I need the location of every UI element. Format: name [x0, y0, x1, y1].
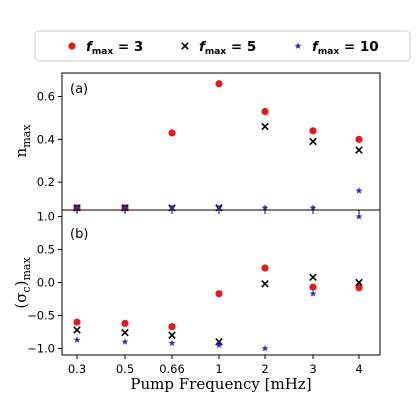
panel-b-series-3-point-7	[355, 212, 363, 220]
panel-a-series-2-point-6	[309, 137, 317, 146]
legend-label-1-value: = 3	[113, 39, 143, 55]
panel-a-label: (a)	[70, 82, 88, 97]
panel-b-series-1-point-6	[309, 283, 317, 291]
panel-b-series-1-point-3	[168, 323, 176, 331]
legend-label-1-main: f	[86, 39, 94, 55]
panel-a-series-3-point-1	[73, 204, 81, 211]
legend-label-1-sub: max	[92, 47, 113, 57]
legend-label-1: fmax = 3	[86, 39, 143, 57]
panel-a-frame	[61, 72, 381, 211]
panel-b-series-1-point-4	[215, 290, 223, 298]
panel-b-series-3-point-5	[261, 344, 269, 352]
legend-label-2-sub: max	[205, 47, 226, 57]
panel-a-series-1-point-5	[261, 107, 269, 116]
panel-a-series-3-point-6	[309, 204, 317, 211]
x-tick-label-7: 4	[355, 362, 362, 376]
legend: fmax = 3 fmax = 5 fmax = 10	[34, 30, 411, 62]
legend-label-3-main: f	[312, 39, 320, 55]
legend-frame	[34, 30, 411, 62]
legend-marker-3	[294, 42, 302, 49]
panel-a-series-3-point-3	[168, 204, 176, 211]
panel-b-series-2-point-7-stroke-2	[355, 278, 363, 287]
panel-b-series-1-point-2	[121, 319, 129, 327]
panel-b-ylabel-end: )	[12, 281, 30, 287]
panel-b-series-1-point-7	[355, 284, 363, 292]
panel-a-ytick-label-2: 0.4	[37, 132, 55, 146]
panel-b-ylabel-main: (σ	[12, 293, 30, 309]
panel-a-series-3-point-4	[215, 204, 223, 211]
panel-b-series-2-point-7	[355, 278, 363, 287]
panel-a-ytick-label-1: 0.2	[37, 175, 55, 189]
panel-a-series-2-point-5-stroke-2	[261, 122, 269, 131]
panel-b-series-2-point-3-stroke-2	[168, 331, 176, 339]
panel-b: (b) −1.0 −0.5 0.0 0.5 1.0 (σc)max	[12, 209, 381, 359]
x-axis-title: Pump Frequency [mHz]	[130, 375, 311, 393]
panel-a-series-1-point-7	[355, 135, 363, 143]
panel-a-series-1-point-4	[215, 80, 223, 88]
panel-b-series-3-point-1	[73, 336, 81, 343]
x-tick-label-1: 0.3	[68, 362, 86, 376]
panel-b-ytick-label-2: −0.5	[27, 308, 55, 322]
panel-a-series-3-point-2	[121, 204, 129, 211]
legend-label-2-main: f	[199, 39, 207, 55]
legend-marker-1	[68, 42, 76, 50]
panel-b-ytick-label-1: −1.0	[27, 341, 55, 355]
panel-b-series-1-point-5	[261, 264, 269, 272]
legend-label-2-value: = 5	[226, 39, 256, 55]
panel-b-series-2-point-2	[121, 328, 129, 337]
legend-marker-2	[181, 42, 189, 50]
panel-b-series-2-point-1-stroke-2	[73, 326, 81, 334]
panel-a-series-3-point-7	[355, 187, 363, 194]
x-tick-label-4: 1	[215, 362, 222, 376]
panel-b-series-2-point-5	[261, 280, 269, 288]
panel-b-ylabel: (σc)max	[12, 257, 33, 309]
panel-a-series-2-point-5	[261, 122, 269, 131]
panel-a-series-2-point-7	[355, 146, 363, 154]
panel-b-series-3-point-6	[309, 290, 317, 297]
panel-b-series-2-point-2-stroke-2	[121, 328, 129, 337]
panel-a-ylabel-sub: max	[20, 124, 33, 148]
panel-b-ytick-label-5: 1.0	[37, 210, 55, 224]
panel-b-ytick-label-4: 0.5	[37, 243, 55, 257]
panel-b-series-2-point-5-stroke-2	[261, 280, 269, 288]
panel-b-ytick-label-3: 0.0	[37, 276, 55, 290]
panel-b-series-2-point-6	[309, 273, 317, 281]
panel-a-ylabel: nmax	[12, 124, 33, 158]
panel-a: (a) 0.2 0.4 0.6 nmax	[12, 72, 381, 214]
panel-b-series-1-point-1	[73, 318, 81, 326]
panel-b-series-3-point-3	[168, 339, 176, 347]
legend-label-3-value: = 10	[339, 39, 379, 55]
x-tick-label-5: 2	[261, 362, 268, 376]
panel-a-series-2-point-6-stroke-2	[309, 137, 317, 146]
panel-b-series-3-point-4	[215, 341, 223, 349]
panel-b-series-2-point-3	[168, 331, 176, 339]
legend-label-3-sub: max	[318, 47, 339, 57]
panel-b-label: (b)	[70, 227, 88, 242]
legend-label-2: fmax = 5	[199, 39, 256, 57]
panel-a-series-1-point-3	[168, 129, 176, 137]
x-axis: 0.3 0.5 0.66 1 2 3 4	[68, 362, 363, 376]
panel-a-ylabel-main: n	[12, 147, 30, 157]
legend-label-3: fmax = 10	[312, 39, 379, 57]
panel-b-frame	[61, 209, 381, 356]
panel-b-series-2-point-6-stroke-2	[309, 273, 317, 281]
x-tick-label-3: 0.66	[159, 362, 185, 376]
x-tick-label-6: 3	[309, 362, 316, 376]
x-tick-label-2: 0.5	[116, 362, 134, 376]
panel-b-series-2-point-1	[73, 326, 81, 334]
panel-b-series-3-point-2	[121, 338, 129, 345]
panel-a-series-2-point-7-stroke-2	[355, 146, 363, 154]
panel-a-series-3-point-5	[261, 204, 269, 211]
panel-a-series-1-point-6	[309, 127, 317, 135]
legend-marker-2-stroke-2	[181, 42, 189, 50]
panel-b-ylabel-sub: c	[20, 286, 33, 292]
panel-a-ytick-label-3: 0.6	[37, 90, 55, 104]
panel-b-ylabel-sub2: max	[20, 257, 33, 281]
